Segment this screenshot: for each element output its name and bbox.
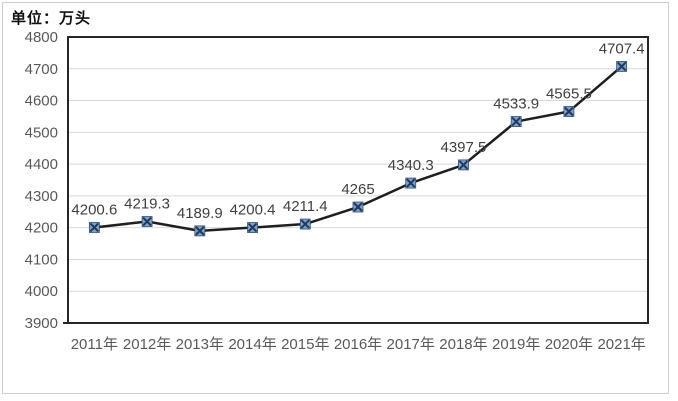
- marker-x-stroke: [353, 202, 363, 212]
- data-point-label: 4707.4: [599, 40, 645, 57]
- marker-x-stroke: [616, 61, 627, 72]
- marker-x-stroke: [511, 116, 521, 127]
- y-tick-label: 4000: [25, 283, 58, 300]
- x-tick-label: 2016年: [334, 336, 382, 353]
- x-tick-label: 2013年: [176, 336, 224, 353]
- data-point-label: 4265: [341, 181, 374, 198]
- unit-label: 单位：万头: [11, 10, 92, 27]
- marker-x-stroke: [564, 106, 574, 117]
- y-tick-label: 4800: [25, 29, 58, 46]
- y-tick-label: 4300: [25, 188, 58, 205]
- y-tick-label: 4700: [25, 61, 58, 78]
- marker-x-stroke: [142, 216, 152, 227]
- x-tick-label: 2021年: [597, 336, 645, 353]
- data-point-label: 4211.4: [283, 198, 328, 215]
- data-point-label: 4565.5: [546, 86, 592, 103]
- data-point-label: 4340.3: [388, 157, 434, 174]
- data-point-label: 4533.9: [493, 96, 539, 113]
- marker-x-stroke: [195, 226, 205, 236]
- plot-border: [67, 36, 649, 324]
- data-point-label: 4189.9: [177, 205, 223, 222]
- x-tick-label: 2017年: [387, 336, 435, 353]
- x-tick-label: 2014年: [228, 336, 276, 353]
- x-tick-label: 2020年: [545, 336, 593, 353]
- y-tick-label: 4100: [25, 251, 58, 268]
- y-tick-label: 4400: [25, 156, 58, 173]
- y-tick-label: 4500: [25, 124, 58, 141]
- marker-x-stroke: [89, 222, 100, 233]
- x-tick-label: 2018年: [439, 336, 487, 353]
- marker-x-stroke: [406, 178, 416, 188]
- y-tick-label: 4600: [25, 93, 58, 110]
- marker-x-stroke: [458, 160, 469, 170]
- data-point-label: 4397.5: [441, 139, 487, 156]
- data-point-label: 4200.6: [71, 201, 117, 218]
- x-tick-label: 2011年: [71, 336, 118, 353]
- x-tick-label: 2015年: [281, 336, 329, 353]
- data-point-label: 4219.3: [124, 196, 170, 213]
- data-point-label: 4200.4: [230, 202, 276, 219]
- x-tick-label: 2012年: [123, 336, 171, 353]
- marker-x-stroke: [300, 219, 310, 229]
- y-tick-label: 3900: [25, 315, 58, 332]
- x-tick-label: 2019年: [492, 336, 540, 353]
- y-tick-label: 4200: [25, 220, 58, 237]
- marker-x-stroke: [247, 222, 258, 233]
